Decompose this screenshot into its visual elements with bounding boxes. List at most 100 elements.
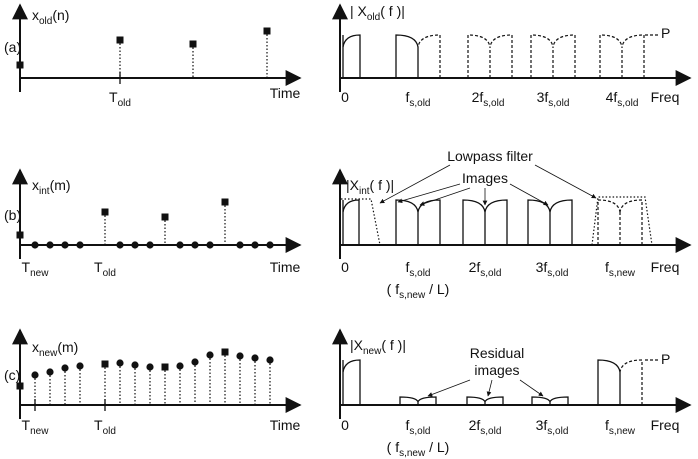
axis-label: Time <box>270 259 301 275</box>
label-part: (m) <box>50 177 71 193</box>
sample-dot <box>176 241 184 249</box>
label-part: (m) <box>57 339 78 355</box>
line <box>419 187 471 206</box>
sample-dot <box>61 241 69 249</box>
label-part: f <box>405 417 409 433</box>
spectral-lobe <box>619 199 643 245</box>
sample-dot <box>251 241 259 249</box>
panel-tag: (b) <box>4 207 21 223</box>
freq-tick: 3fs,old <box>536 417 569 437</box>
spectral-lobe <box>342 199 360 245</box>
spectral-lobe <box>417 396 437 405</box>
sample-dot <box>116 359 124 367</box>
sample-dot <box>206 241 214 249</box>
label-part: 2f <box>469 417 481 433</box>
freq-tick: fs,old <box>405 417 430 437</box>
sample-square <box>16 382 24 390</box>
spectral-lobe <box>599 34 623 78</box>
annotation: images <box>474 362 519 378</box>
label-part: 3f <box>536 259 548 275</box>
sample-square <box>263 27 271 35</box>
label-part: ( f )| <box>381 337 406 353</box>
spectral-lobe <box>395 34 419 78</box>
axis-label: Time <box>270 85 301 101</box>
spectral-lobe <box>621 34 645 78</box>
subscript: s,old <box>617 98 638 109</box>
label-part: x <box>32 7 39 23</box>
note: ( fs,new / L) <box>387 281 450 301</box>
label-part: / L) <box>425 281 449 297</box>
line <box>379 164 451 204</box>
spectral-lobe <box>484 396 504 405</box>
freq-tick: 0 <box>341 259 349 275</box>
sample-dot <box>176 362 184 370</box>
sample-dot <box>206 351 214 359</box>
spectral-lobe <box>417 199 441 245</box>
subscript: s,new <box>399 448 426 459</box>
freq-tick: 3fs,old <box>536 259 569 279</box>
sample-dot <box>76 241 84 249</box>
spectral-lobe <box>342 34 361 78</box>
spectrum-label: | Xold( f )| <box>350 3 405 23</box>
freq-tick: fs,old <box>405 89 430 109</box>
line <box>519 379 544 397</box>
subscript: new <box>30 268 49 279</box>
axis-label: Freq <box>651 89 680 105</box>
subscript: s,new <box>609 426 636 437</box>
freq-tick: fs,new <box>605 259 636 279</box>
label-part: 0 <box>341 89 349 105</box>
lowpass-filter <box>591 196 653 246</box>
spectral-lobe <box>467 34 491 78</box>
sample-dot <box>61 364 69 372</box>
subscript: s,old <box>409 98 430 109</box>
label-part: f <box>405 89 409 105</box>
sample-dot <box>146 363 154 371</box>
sample-square <box>221 348 229 356</box>
label-part: 0 <box>341 417 349 433</box>
spectral-lobe <box>597 359 621 405</box>
lowpass-filter <box>341 198 381 246</box>
label-part: T <box>94 259 103 275</box>
axis-label: Freq <box>651 417 680 433</box>
label-part: 3f <box>536 417 548 433</box>
label-part: |X <box>346 177 360 193</box>
signal-label: xold(n) <box>32 7 69 27</box>
subscript: s,old <box>480 426 501 437</box>
label-part: x <box>32 339 39 355</box>
sample-dot <box>46 241 54 249</box>
spectral-lobe <box>552 34 576 78</box>
panel-tag: (c) <box>4 367 20 383</box>
sample-square <box>161 363 169 371</box>
subscript: s,old <box>547 268 568 279</box>
subscript: old <box>103 268 116 279</box>
freq-tick: fs,new <box>605 417 636 437</box>
sample-dot <box>266 356 274 364</box>
subscript: s,old <box>547 426 568 437</box>
spectral-lobe <box>489 34 513 78</box>
sample-dot <box>236 352 244 360</box>
time-tick: Told <box>109 89 131 109</box>
label-part: T <box>94 417 103 433</box>
label-part: f <box>405 259 409 275</box>
line <box>427 379 471 397</box>
spectrum-label: |Xnew( f )| <box>350 337 406 357</box>
spectral-lobe <box>549 396 569 405</box>
time-tick: Told <box>94 417 116 437</box>
line <box>509 183 549 206</box>
annotation: Lowpass filter <box>447 148 533 164</box>
note: ( fs,new / L) <box>387 439 450 459</box>
subscript: old <box>103 426 116 437</box>
subscript: int <box>39 186 50 197</box>
time-tick: Tnew <box>22 259 50 279</box>
spectral-lobe <box>549 199 573 245</box>
sample-dot <box>76 362 84 370</box>
subscript: s,old <box>548 98 569 109</box>
label-part: T <box>109 89 118 105</box>
spectral-lobe <box>395 199 419 245</box>
spectral-lobe <box>484 199 508 245</box>
label-part: ( f )| <box>370 177 395 193</box>
subscript: old <box>39 16 52 27</box>
label-part: 2f <box>469 259 481 275</box>
spectrum-label: |Xint( f )| <box>346 177 394 197</box>
